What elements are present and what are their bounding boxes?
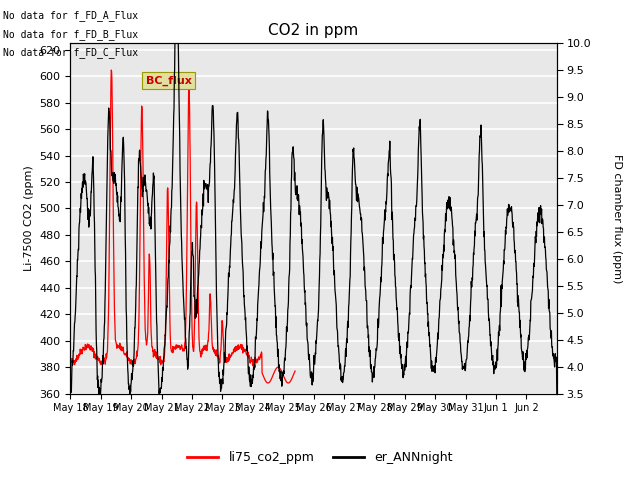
Title: CO2 in ppm: CO2 in ppm: [268, 23, 359, 38]
Y-axis label: FD chamber flux (ppm): FD chamber flux (ppm): [612, 154, 622, 283]
Text: No data for f_FD_C_Flux: No data for f_FD_C_Flux: [3, 47, 138, 58]
Text: BC_flux: BC_flux: [146, 75, 191, 86]
Legend: li75_co2_ppm, er_ANNnight: li75_co2_ppm, er_ANNnight: [182, 446, 458, 469]
Text: No data for f_FD_A_Flux: No data for f_FD_A_Flux: [3, 11, 138, 22]
Y-axis label: Li-7500 CO2 (ppm): Li-7500 CO2 (ppm): [24, 166, 34, 271]
Text: No data for f_FD_B_Flux: No data for f_FD_B_Flux: [3, 29, 138, 40]
